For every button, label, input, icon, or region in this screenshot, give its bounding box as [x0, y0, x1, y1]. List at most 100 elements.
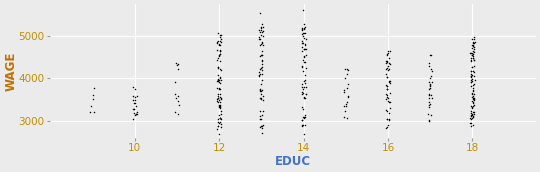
Point: [258, 53, 266, 56]
Point: [215, 54, 224, 57]
Point: [255, 109, 264, 112]
Point: [384, 80, 393, 83]
Point: [343, 67, 352, 70]
Point: [425, 97, 434, 100]
Point: [214, 79, 223, 82]
Point: [467, 114, 475, 117]
Point: [216, 104, 225, 107]
Point: [470, 83, 478, 86]
Point: [213, 100, 222, 103]
Point: [298, 119, 306, 121]
Point: [301, 66, 310, 69]
Point: [257, 97, 266, 100]
Point: [470, 47, 478, 50]
Point: [340, 91, 349, 94]
Point: [467, 72, 475, 75]
Point: [298, 27, 306, 30]
Point: [216, 75, 225, 78]
Point: [469, 113, 478, 115]
Point: [215, 101, 224, 104]
Point: [258, 124, 266, 127]
Point: [343, 95, 352, 98]
Point: [382, 75, 391, 78]
Point: [384, 79, 393, 82]
Point: [298, 45, 306, 48]
Point: [383, 52, 392, 55]
Point: [215, 34, 224, 37]
Point: [259, 35, 268, 38]
Point: [301, 48, 309, 51]
Point: [470, 38, 478, 41]
Point: [213, 32, 222, 35]
Point: [466, 122, 475, 125]
Point: [214, 43, 223, 46]
Point: [468, 91, 476, 94]
Point: [215, 106, 224, 108]
Point: [384, 117, 393, 120]
Point: [428, 70, 437, 73]
Point: [382, 118, 391, 121]
Point: [86, 104, 95, 107]
Point: [174, 62, 183, 65]
Point: [298, 49, 306, 52]
Point: [214, 86, 223, 89]
Point: [298, 29, 306, 32]
Point: [298, 93, 306, 95]
Point: [173, 68, 182, 71]
Point: [424, 81, 433, 84]
Point: [467, 109, 475, 112]
Point: [215, 93, 224, 95]
Point: [215, 87, 224, 90]
Point: [255, 90, 264, 93]
Point: [257, 83, 266, 85]
Point: [129, 98, 137, 101]
Point: [214, 77, 222, 80]
Point: [89, 94, 97, 96]
Point: [299, 116, 308, 119]
Point: [341, 68, 349, 71]
Point: [469, 70, 477, 72]
Point: [301, 32, 309, 35]
Point: [86, 111, 94, 113]
Point: [259, 30, 268, 32]
Point: [467, 75, 476, 78]
Point: [383, 126, 392, 128]
Point: [470, 78, 479, 81]
Point: [259, 124, 267, 127]
Point: [467, 69, 475, 72]
Point: [216, 96, 225, 99]
Point: [132, 112, 140, 115]
Point: [470, 59, 478, 62]
Point: [386, 50, 394, 52]
Point: [214, 66, 223, 69]
Point: [382, 59, 391, 62]
Point: [300, 95, 309, 98]
Point: [470, 58, 478, 61]
Point: [466, 117, 475, 120]
Point: [382, 117, 391, 120]
Point: [298, 86, 306, 89]
Point: [299, 41, 307, 44]
Point: [383, 54, 391, 57]
Point: [468, 97, 477, 99]
Point: [426, 74, 435, 77]
Point: [386, 82, 394, 84]
Point: [258, 132, 266, 135]
Point: [468, 114, 477, 116]
Point: [467, 115, 475, 118]
Point: [467, 105, 476, 108]
Point: [131, 96, 139, 98]
X-axis label: EDUC: EDUC: [275, 155, 311, 168]
Point: [426, 54, 435, 56]
Point: [298, 90, 306, 93]
Point: [385, 111, 394, 114]
Point: [257, 31, 266, 34]
Point: [467, 70, 475, 73]
Point: [258, 79, 266, 81]
Point: [300, 48, 308, 50]
Point: [299, 60, 308, 63]
Point: [258, 126, 267, 129]
Point: [299, 108, 308, 110]
Point: [469, 123, 477, 126]
Point: [213, 58, 221, 61]
